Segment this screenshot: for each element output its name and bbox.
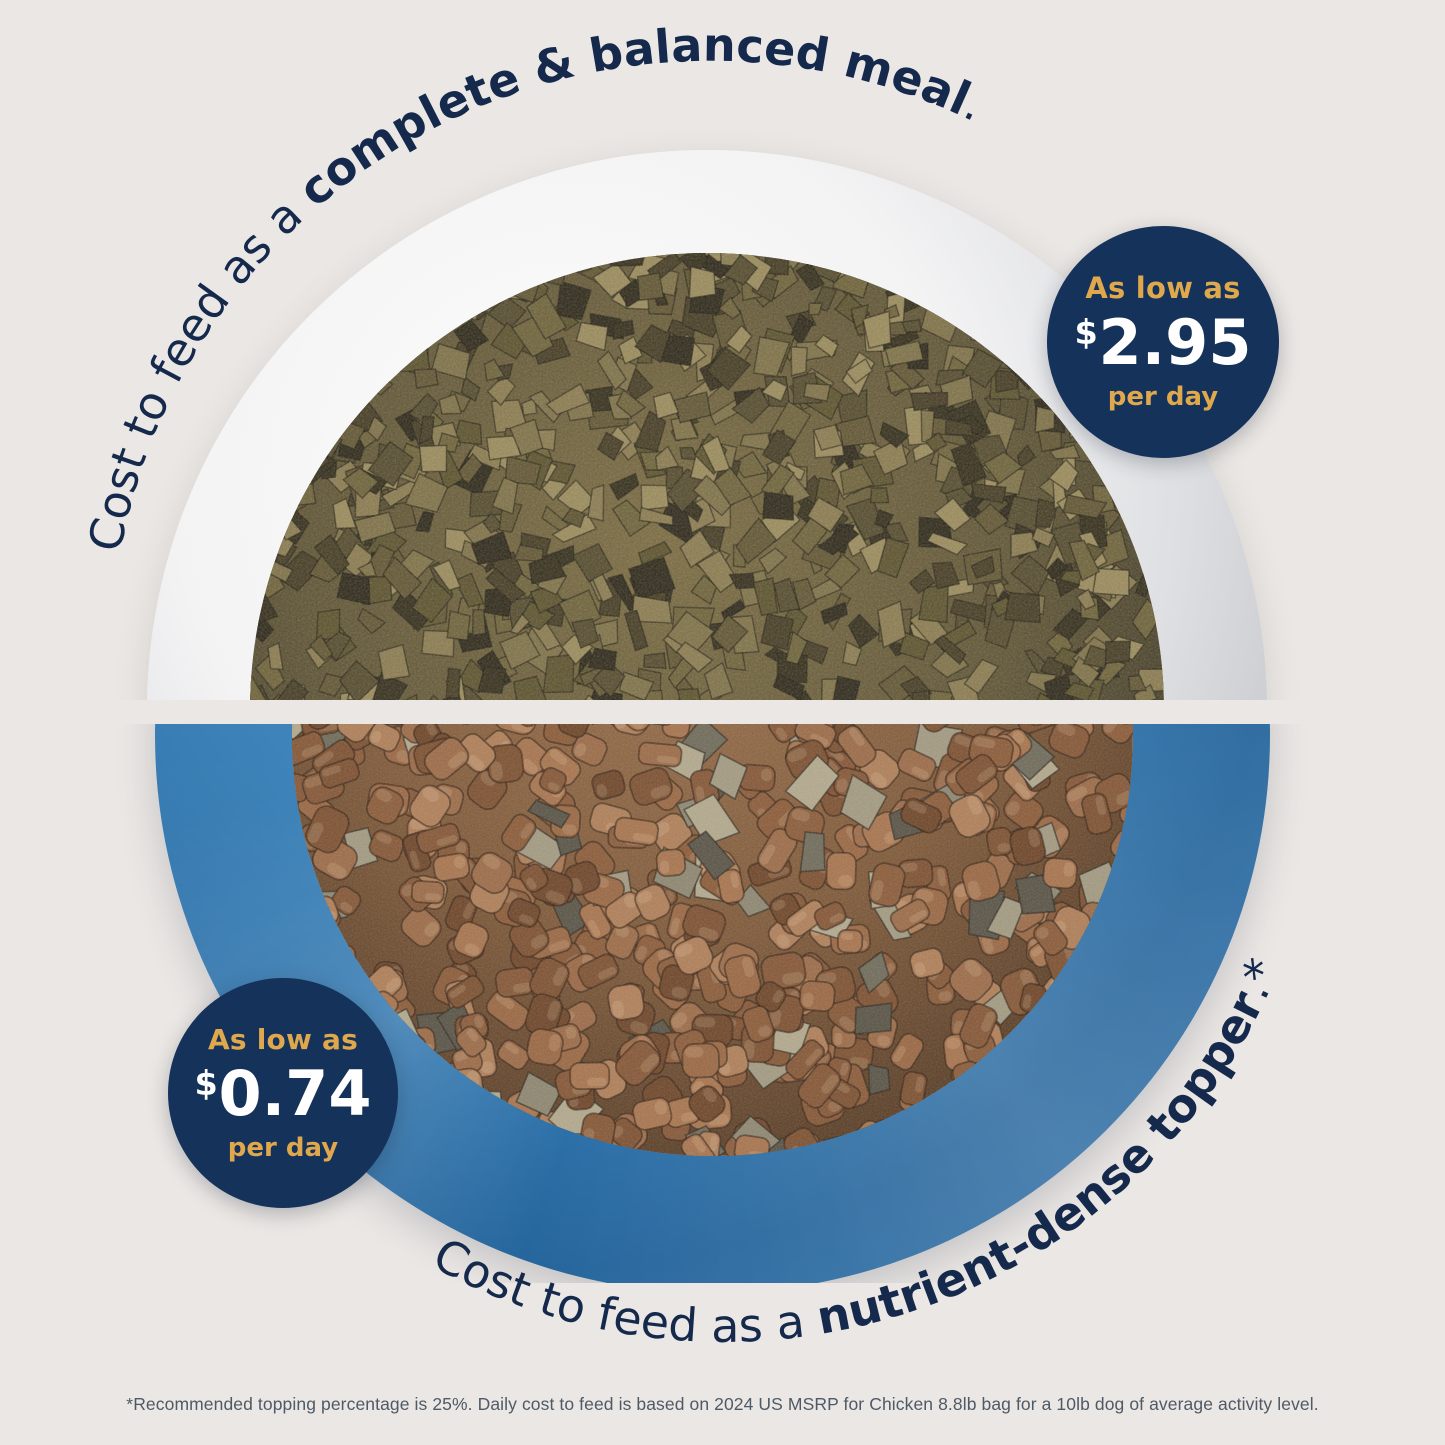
badge-eyebrow: As low as: [1085, 271, 1241, 305]
badge-subtext: per day: [1107, 382, 1219, 412]
topper-food-texture: [292, 723, 1133, 1156]
footnote-disclaimer: *Recommended topping percentage is 25%. …: [126, 1394, 1319, 1414]
price-amount: 0.74: [218, 1056, 372, 1130]
badge-subtext: per day: [227, 1132, 339, 1163]
complete-meal-food-texture: [250, 253, 1164, 702]
currency-symbol: $: [1074, 313, 1098, 353]
white-bowl-interior: [250, 253, 1164, 702]
price-amount: 2.95: [1098, 306, 1252, 379]
price-badge-complete-meal[interactable]: As low as $2.95 per day: [1047, 226, 1279, 458]
badge-price: $2.95: [1075, 312, 1252, 374]
top-caption-trailing: .: [956, 77, 992, 132]
badge-price: $0.74: [194, 1056, 372, 1130]
badge-eyebrow: As low as: [208, 1022, 358, 1056]
price-badge-topper[interactable]: As low as $0.74 per day: [168, 978, 398, 1208]
panel-divider: [0, 700, 1445, 724]
currency-symbol: $: [194, 1063, 218, 1103]
blue-bowl-interior: [292, 723, 1133, 1156]
